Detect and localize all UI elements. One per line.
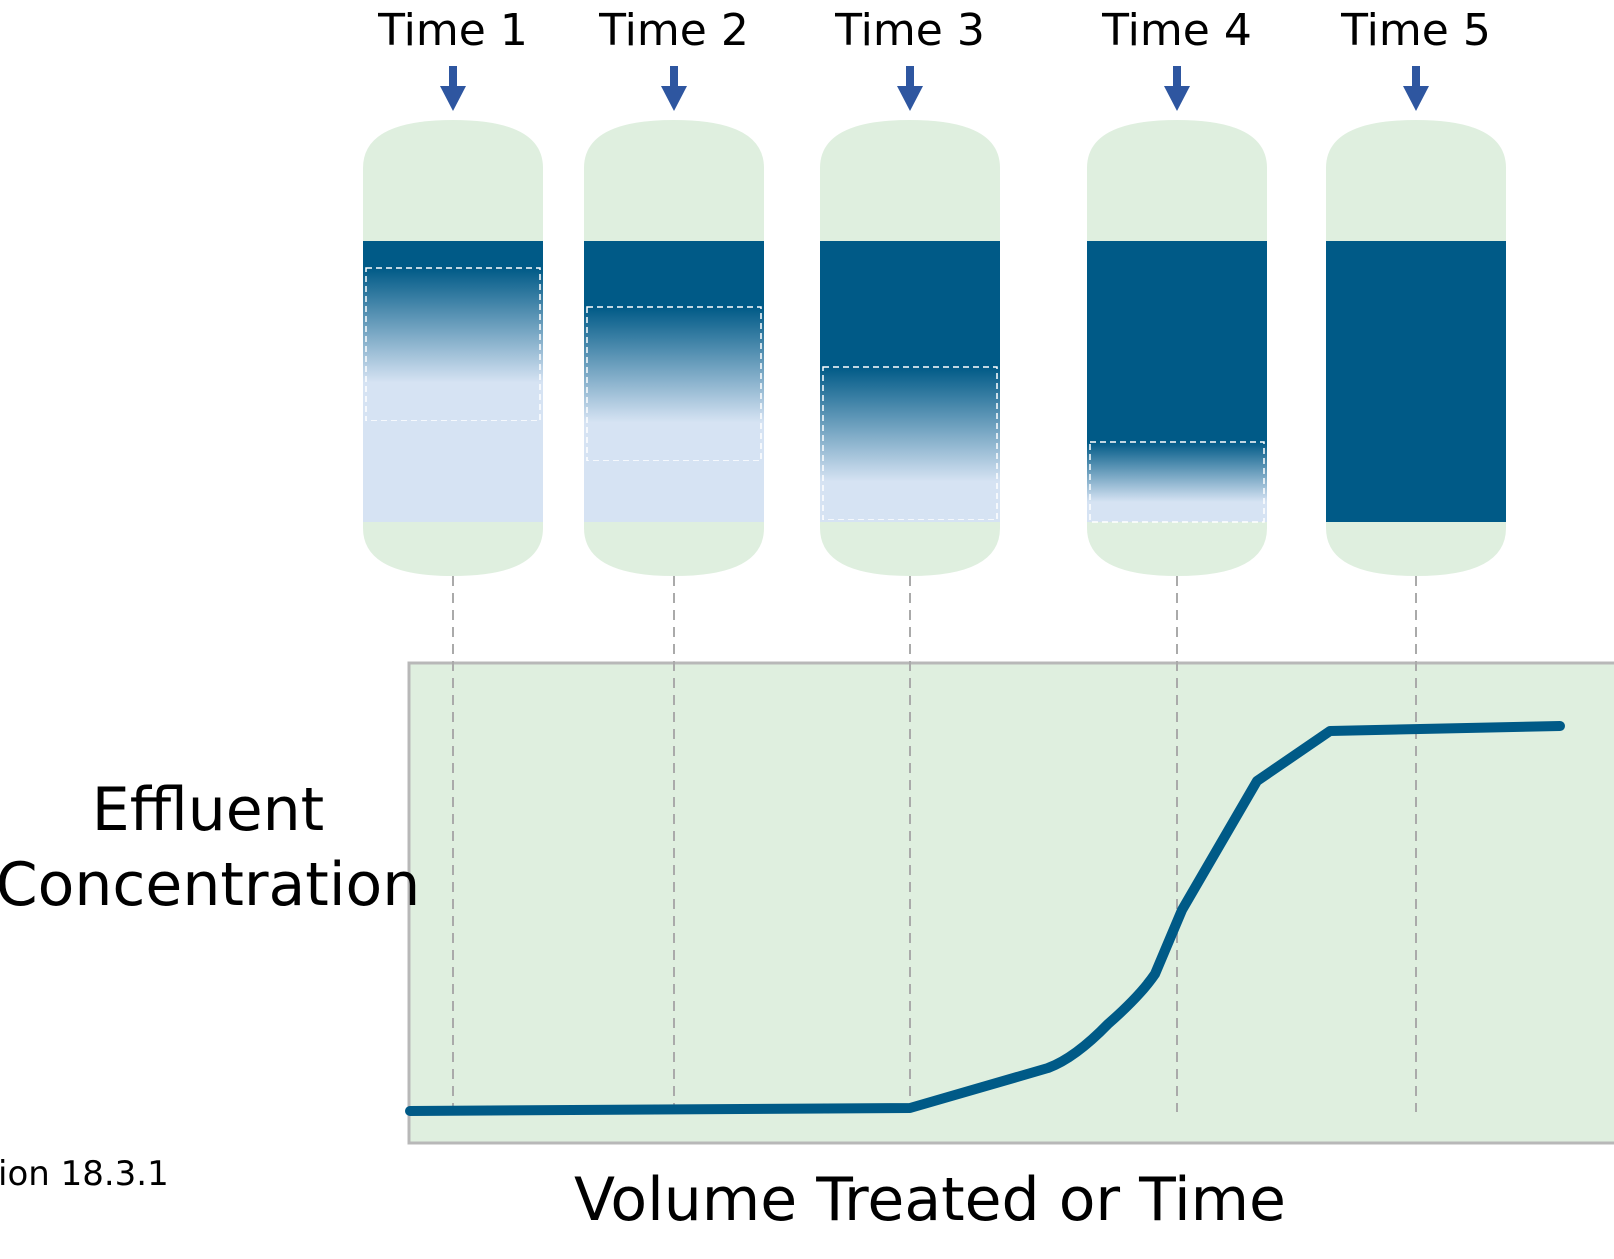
column-upper xyxy=(584,175,764,241)
saturated-zone xyxy=(1087,241,1267,442)
mass-transfer-zone xyxy=(820,367,1000,520)
saturated-zone xyxy=(363,241,543,268)
column-top xyxy=(584,120,764,176)
mass-transfer-zone xyxy=(584,307,764,461)
column-upper xyxy=(1087,175,1267,241)
time-label: Time 1 xyxy=(377,5,528,56)
column-bottom xyxy=(820,521,1000,576)
column-bottom xyxy=(363,521,543,576)
column-top xyxy=(1326,120,1506,176)
diagram: Time 1Time 2Time 3Time 4Time 5 Effluent … xyxy=(0,0,1614,1259)
column-bottom xyxy=(1326,521,1506,576)
fresh-zone xyxy=(363,421,543,522)
column-bottom xyxy=(1087,521,1267,576)
column-upper xyxy=(1326,175,1506,241)
arrow-shaft xyxy=(1173,66,1181,88)
arrow-shaft xyxy=(1412,66,1420,88)
column-top xyxy=(1087,120,1267,176)
saturated-zone xyxy=(1326,241,1506,522)
time-label: Time 2 xyxy=(598,5,749,56)
plot-area xyxy=(409,663,1614,1143)
saturated-zone xyxy=(820,241,1000,367)
fresh-zone xyxy=(820,520,1000,522)
arrow-head xyxy=(1403,86,1429,111)
mass-transfer-zone xyxy=(1087,442,1267,522)
arrow-shaft xyxy=(670,66,678,88)
time-label: Time 4 xyxy=(1101,5,1252,56)
saturated-zone xyxy=(584,241,764,307)
y-axis-label: Effluent xyxy=(92,775,324,845)
time-label: Time 5 xyxy=(1340,5,1491,56)
y-axis-label: Concentration xyxy=(0,850,420,920)
column-bottom xyxy=(584,521,764,576)
column-top xyxy=(363,120,543,176)
arrow-head xyxy=(661,86,687,111)
column-upper xyxy=(820,175,1000,241)
time-label: Time 3 xyxy=(834,5,985,56)
column-top xyxy=(820,120,1000,176)
arrow-shaft xyxy=(906,66,914,88)
arrow-head xyxy=(897,86,923,111)
arrow-shaft xyxy=(449,66,457,88)
x-axis-label: Volume Treated or Time xyxy=(574,1165,1286,1235)
mass-transfer-zone xyxy=(363,268,543,421)
column-upper xyxy=(363,175,543,241)
arrow-head xyxy=(440,86,466,111)
caption: ion 18.3.1 xyxy=(0,1154,169,1194)
fresh-zone xyxy=(584,461,764,522)
arrow-head xyxy=(1164,86,1190,111)
